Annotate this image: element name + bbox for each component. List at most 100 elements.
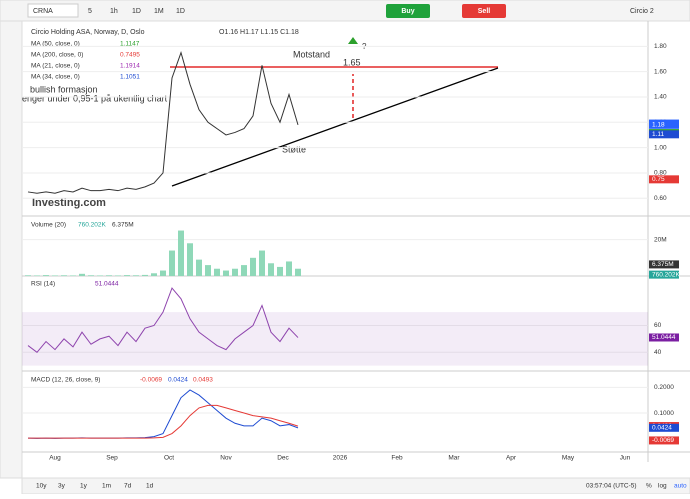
- resistance-value: 1.65: [343, 57, 361, 67]
- macd-hist-value: -0.0069: [140, 377, 162, 384]
- range-button[interactable]: 1y: [80, 483, 88, 490]
- y-tick-label: 40: [654, 349, 662, 356]
- ma-value: 0.7495: [120, 52, 140, 59]
- symbol[interactable]: CRNA: [33, 8, 53, 15]
- x-tick-label: Jun: [620, 455, 631, 462]
- volume-bar: [295, 268, 301, 276]
- x-tick-label: Sep: [106, 455, 118, 462]
- auto-toggle[interactable]: auto: [674, 483, 687, 490]
- volume-bar: [61, 275, 67, 276]
- price-marker-label: 0.0424: [652, 425, 672, 432]
- macd-line: [28, 404, 299, 439]
- support-line: [171, 67, 499, 187]
- volume-bar: [79, 273, 85, 276]
- buy-label[interactable]: Buy: [401, 8, 414, 15]
- volume-bar: [214, 268, 220, 276]
- price-marker: [649, 130, 679, 139]
- range-button[interactable]: 10y: [36, 483, 47, 490]
- volume-bar: [205, 265, 211, 276]
- price-marker: [649, 260, 679, 269]
- account[interactable]: Circio 2: [630, 8, 654, 15]
- signal-value: 0.0493: [193, 377, 213, 384]
- price-marker: [649, 120, 679, 129]
- price-marker-label: 1.18: [652, 122, 665, 129]
- sell-button[interactable]: [462, 4, 506, 18]
- top-toolbar: [0, 0, 690, 22]
- price-marker: [649, 423, 679, 432]
- volume-bar: [151, 273, 157, 276]
- ma-value: 1.1914: [120, 63, 140, 70]
- interval[interactable]: 1h: [110, 8, 118, 15]
- interval[interactable]: 1M: [154, 8, 164, 15]
- x-tick-label: May: [562, 455, 575, 462]
- x-tick-label: Feb: [391, 455, 403, 462]
- price-marker-label: 0.75: [652, 176, 665, 183]
- volume-bar: [277, 266, 283, 276]
- volume-value: 6.375M: [112, 222, 134, 229]
- volume-bar: [268, 263, 274, 276]
- rsi-line: [27, 287, 299, 353]
- volume-bar: [169, 250, 175, 276]
- volume-bar: [178, 230, 184, 276]
- x-tick-label: Dec: [277, 455, 289, 462]
- interval[interactable]: 1D: [176, 8, 185, 15]
- interval[interactable]: 1D: [132, 8, 141, 15]
- volume-bar: [70, 275, 76, 276]
- price-marker: [649, 436, 679, 445]
- sell-label[interactable]: Sell: [478, 8, 491, 15]
- range-button[interactable]: 7d: [124, 483, 132, 490]
- volume-bar: [88, 275, 94, 276]
- pct-toggle[interactable]: %: [646, 483, 652, 490]
- volume-bar: [43, 275, 49, 276]
- ohlc: O1.16 H1.17 L1.15 C1.18: [219, 29, 299, 36]
- x-tick-label: Apr: [506, 455, 517, 462]
- volume-label: Volume (20): [31, 222, 66, 229]
- up-arrow: [348, 37, 358, 44]
- rsi-band: [22, 312, 648, 366]
- volume-bar: [223, 270, 229, 276]
- volume-bar: [124, 275, 130, 276]
- ma-label: MA (21, close, 0): [31, 63, 80, 70]
- volume-bar: [52, 275, 58, 276]
- volume-bar: [187, 243, 193, 276]
- x-tick-label: Oct: [164, 455, 174, 462]
- ma-label: MA (200, close, 0): [31, 52, 83, 59]
- range-button[interactable]: 1m: [102, 483, 111, 490]
- volume-value: 760.202K: [78, 222, 106, 229]
- volume-bar: [25, 275, 31, 276]
- rsi-value: 51.0444: [95, 281, 119, 288]
- volume-bar: [97, 275, 103, 276]
- price-marker: [649, 333, 679, 342]
- volume-bar: [196, 259, 202, 276]
- volume-bar: [241, 265, 247, 276]
- note: enger under 0,95-1 på ukentlig chart: [22, 93, 168, 103]
- price-marker-label: 760.202K: [652, 271, 680, 278]
- volume-bar: [232, 268, 238, 276]
- interval[interactable]: 5: [88, 8, 92, 15]
- range-button[interactable]: 3y: [58, 483, 66, 490]
- y-tick-label: 0.80: [654, 170, 667, 177]
- x-tick-label: 2026: [333, 455, 348, 462]
- symbol-box[interactable]: [27, 3, 79, 18]
- range-button[interactable]: 1d: [146, 483, 154, 490]
- y-tick-label: 1.80: [654, 43, 667, 50]
- volume-bar: [259, 250, 265, 276]
- ma-label: MA (50, close, 0): [31, 41, 80, 48]
- log-toggle[interactable]: log: [658, 483, 667, 490]
- volume-bar: [250, 257, 256, 276]
- price-line: [27, 51, 299, 194]
- volume-bar: [106, 275, 112, 276]
- volume-bar: [142, 274, 148, 276]
- y-tick-label: 1.60: [654, 68, 667, 75]
- price-marker: [649, 270, 679, 279]
- chart-title: Circio Holding ASA, Norway, D, Oslo: [31, 29, 145, 36]
- volume-bar: [34, 275, 40, 276]
- price-marker-label: 1.11: [652, 131, 665, 138]
- clock: 03:57:04 (UTC-5): [586, 483, 637, 490]
- x-tick-label: Nov: [220, 455, 232, 462]
- ma-value: 1.1051: [120, 74, 140, 81]
- buy-button[interactable]: [386, 4, 430, 18]
- ma-value: 1.1147: [120, 41, 140, 48]
